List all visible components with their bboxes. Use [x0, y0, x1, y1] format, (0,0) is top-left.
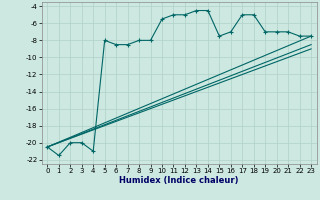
X-axis label: Humidex (Indice chaleur): Humidex (Indice chaleur) — [119, 176, 239, 185]
